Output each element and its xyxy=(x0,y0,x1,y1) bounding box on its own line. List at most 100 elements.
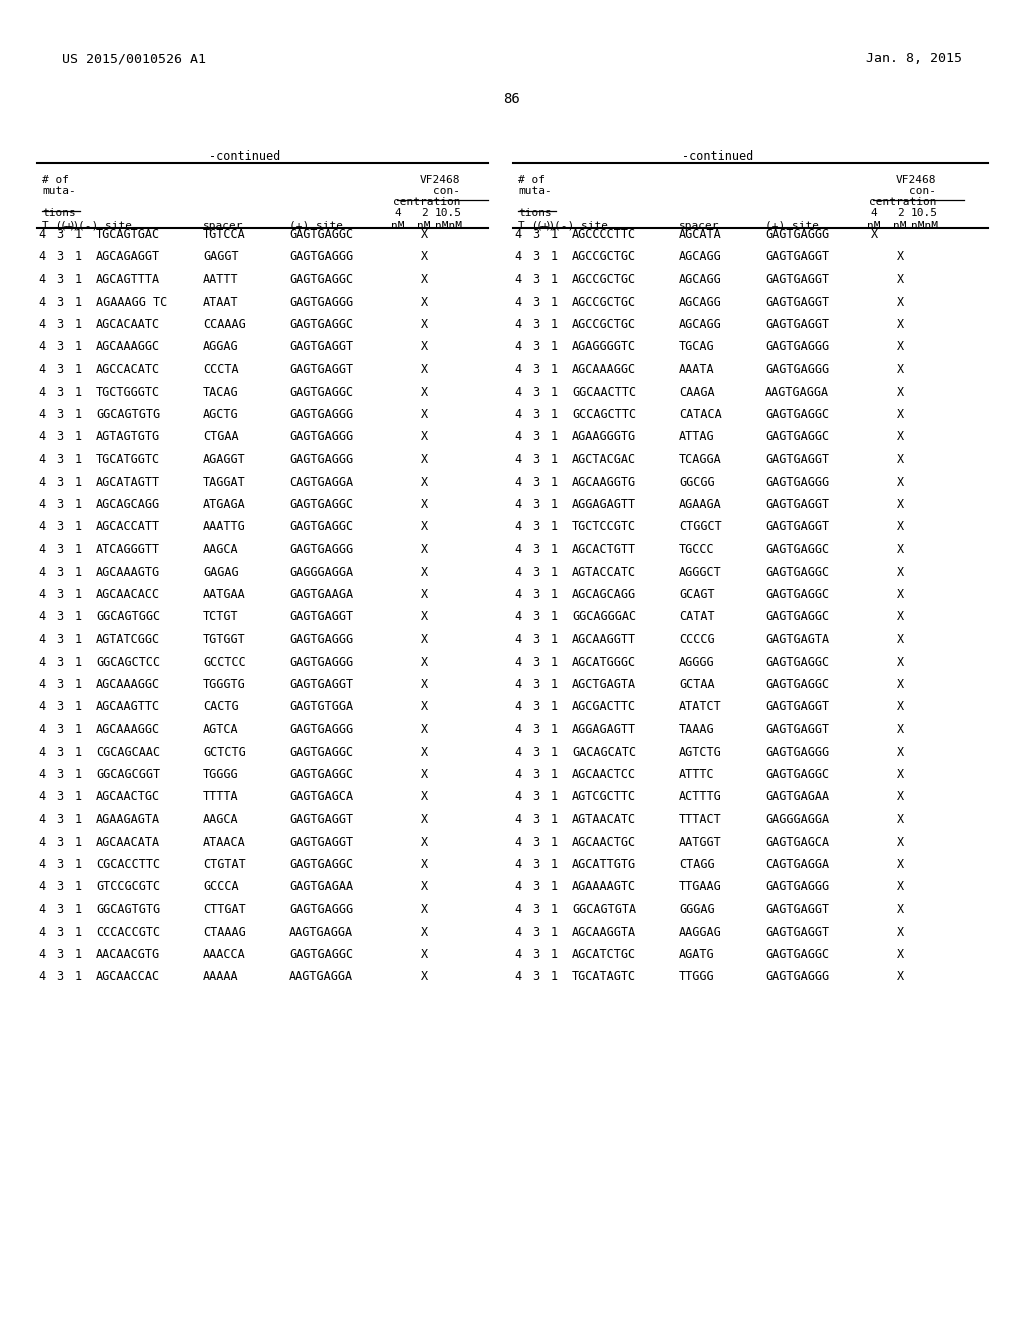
Text: 3: 3 xyxy=(56,768,63,781)
Text: 4: 4 xyxy=(514,678,521,690)
Text: 1: 1 xyxy=(75,880,82,894)
Text: X: X xyxy=(896,880,903,894)
Text: 4: 4 xyxy=(39,475,45,488)
Text: GAGTGAAGA: GAGTGAAGA xyxy=(289,587,353,601)
Text: X: X xyxy=(421,836,428,849)
Text: 1: 1 xyxy=(551,746,557,759)
Text: 1: 1 xyxy=(75,656,82,668)
Text: 1: 1 xyxy=(75,520,82,533)
Text: GAGTGAGGC: GAGTGAGGC xyxy=(765,543,829,556)
Text: AAGCA: AAGCA xyxy=(203,813,239,826)
Text: 3: 3 xyxy=(532,678,540,690)
Text: 4: 4 xyxy=(514,701,521,714)
Text: X: X xyxy=(896,565,903,578)
Text: 4: 4 xyxy=(514,970,521,983)
Text: GAGTGAGGC: GAGTGAGGC xyxy=(765,565,829,578)
Text: GGGAG: GGGAG xyxy=(679,903,715,916)
Text: 10.5: 10.5 xyxy=(910,209,938,218)
Text: GAGTGAGCA: GAGTGAGCA xyxy=(765,836,829,849)
Text: 4: 4 xyxy=(39,746,45,759)
Text: 1: 1 xyxy=(551,520,557,533)
Text: AGCTGAGTA: AGCTGAGTA xyxy=(572,678,636,690)
Text: AGGGG: AGGGG xyxy=(679,656,715,668)
Text: GAGTGAGGG: GAGTGAGGG xyxy=(289,296,353,309)
Text: CTGGCT: CTGGCT xyxy=(679,520,722,533)
Text: AGCAAAGGC: AGCAAAGGC xyxy=(96,678,160,690)
Text: 3: 3 xyxy=(532,903,540,916)
Text: 3: 3 xyxy=(56,498,63,511)
Text: X: X xyxy=(421,520,428,533)
Text: 1: 1 xyxy=(75,903,82,916)
Text: GAGTGAGGG: GAGTGAGGG xyxy=(289,723,353,737)
Text: TGCATGGTC: TGCATGGTC xyxy=(96,453,160,466)
Text: TGCAGTGAC: TGCAGTGAC xyxy=(96,228,160,242)
Text: AGCATCTGC: AGCATCTGC xyxy=(572,948,636,961)
Text: TGCCC: TGCCC xyxy=(679,543,715,556)
Text: 1: 1 xyxy=(75,587,82,601)
Text: X: X xyxy=(896,813,903,826)
Text: # of: # of xyxy=(42,176,69,185)
Text: 3: 3 xyxy=(532,836,540,849)
Text: CTAGG: CTAGG xyxy=(679,858,715,871)
Text: X: X xyxy=(421,430,428,444)
Text: 4: 4 xyxy=(514,587,521,601)
Text: X: X xyxy=(421,903,428,916)
Text: 3: 3 xyxy=(532,610,540,623)
Text: 1: 1 xyxy=(551,634,557,645)
Text: 4: 4 xyxy=(39,385,45,399)
Text: TGCTCCGTC: TGCTCCGTC xyxy=(572,520,636,533)
Text: 3: 3 xyxy=(56,970,63,983)
Text: 1: 1 xyxy=(551,565,557,578)
Text: CAGTGAGGA: CAGTGAGGA xyxy=(765,858,829,871)
Text: 3: 3 xyxy=(532,430,540,444)
Text: 3: 3 xyxy=(56,880,63,894)
Text: ATATCT: ATATCT xyxy=(679,701,722,714)
Text: 1: 1 xyxy=(551,836,557,849)
Text: AATGAA: AATGAA xyxy=(203,587,246,601)
Text: 1: 1 xyxy=(75,475,82,488)
Text: 4: 4 xyxy=(39,768,45,781)
Text: GAGTGAGGT: GAGTGAGGT xyxy=(765,903,829,916)
Text: GAGTGAGGC: GAGTGAGGC xyxy=(765,768,829,781)
Text: T (-): T (-) xyxy=(518,220,552,231)
Text: 1: 1 xyxy=(75,296,82,309)
Text: 4: 4 xyxy=(39,634,45,645)
Text: GAGTGAGGC: GAGTGAGGC xyxy=(289,746,353,759)
Text: VF2468: VF2468 xyxy=(420,176,460,185)
Text: 1: 1 xyxy=(551,925,557,939)
Text: AGAAAAGTC: AGAAAAGTC xyxy=(572,880,636,894)
Text: 3: 3 xyxy=(56,678,63,690)
Text: 1: 1 xyxy=(551,610,557,623)
Text: 1: 1 xyxy=(75,791,82,804)
Text: TCAGGA: TCAGGA xyxy=(679,453,722,466)
Text: 4: 4 xyxy=(514,610,521,623)
Text: 1: 1 xyxy=(551,341,557,354)
Text: 4: 4 xyxy=(514,903,521,916)
Text: GAGTGAGCA: GAGTGAGCA xyxy=(289,791,353,804)
Text: X: X xyxy=(896,520,903,533)
Text: GAGTGAGGG: GAGTGAGGG xyxy=(765,475,829,488)
Text: X: X xyxy=(421,880,428,894)
Text: AGCAGCAGG: AGCAGCAGG xyxy=(96,498,160,511)
Text: 3: 3 xyxy=(56,385,63,399)
Text: GAGTGAGGG: GAGTGAGGG xyxy=(765,880,829,894)
Text: 3: 3 xyxy=(56,813,63,826)
Text: 4: 4 xyxy=(514,746,521,759)
Text: 4: 4 xyxy=(514,430,521,444)
Text: X: X xyxy=(421,543,428,556)
Text: AAATTG: AAATTG xyxy=(203,520,246,533)
Text: GAGTGAGGT: GAGTGAGGT xyxy=(289,341,353,354)
Text: nM: nM xyxy=(417,220,431,231)
Text: -continued: -continued xyxy=(209,150,281,162)
Text: AGCAGG: AGCAGG xyxy=(679,318,722,331)
Text: X: X xyxy=(421,296,428,309)
Text: AGCAAGGTA: AGCAAGGTA xyxy=(572,925,636,939)
Text: AGAAGAGTA: AGAAGAGTA xyxy=(96,813,160,826)
Text: GAGTGAGGT: GAGTGAGGT xyxy=(765,251,829,264)
Text: 1: 1 xyxy=(75,858,82,871)
Text: X: X xyxy=(896,453,903,466)
Text: CTAAAG: CTAAAG xyxy=(203,925,246,939)
Text: GAGTGAGGT: GAGTGAGGT xyxy=(289,363,353,376)
Text: TTGGG: TTGGG xyxy=(679,970,715,983)
Text: 10.5: 10.5 xyxy=(434,209,462,218)
